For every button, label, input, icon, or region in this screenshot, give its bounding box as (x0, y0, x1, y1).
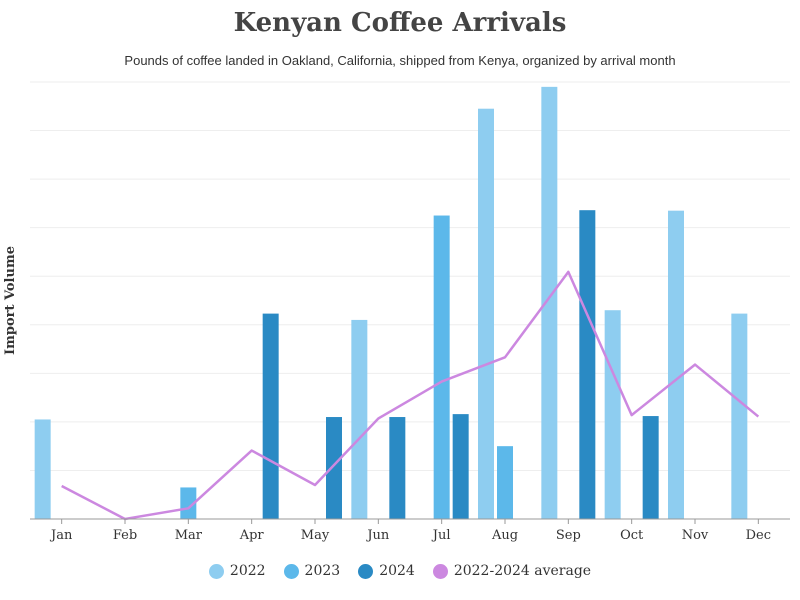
bar-2024-Sep (579, 210, 596, 520)
x-tick-label: Jul (431, 528, 451, 543)
legend-item[interactable]: 2022-2024 average (432, 563, 592, 579)
bar-marks (34, 86, 748, 520)
legend-swatch (283, 563, 299, 579)
bar-2022-Dec (731, 313, 748, 519)
legend-swatch (432, 563, 448, 579)
bar-2022-Nov (668, 210, 684, 519)
legend-label: 2024 (379, 563, 415, 579)
x-tick-label: Feb (113, 528, 137, 543)
bar-2024-Oct (642, 416, 659, 519)
legend-label: 2022-2024 average (453, 563, 592, 579)
bar-2023-Mar (180, 487, 197, 519)
legend-item[interactable]: 2024 (358, 563, 415, 579)
line-marks (61, 270, 760, 521)
gridlines (30, 81, 790, 471)
bar-2022-Sep (541, 86, 558, 519)
x-tick-label: Jun (365, 528, 390, 543)
x-tick-label: Dec (746, 528, 771, 543)
legend-swatch (358, 563, 374, 579)
x-tick-label: Oct (620, 528, 644, 543)
y-axis-label: Import Volume (3, 246, 18, 355)
legend: 2022 2023 2024 2022-2024 average (0, 563, 800, 579)
bar-2022-Oct (604, 310, 621, 519)
bar-2022-Jun (351, 319, 368, 519)
line-2022-2024 average (61, 270, 760, 521)
x-tick-label: May (301, 528, 330, 543)
legend-swatch (208, 563, 224, 579)
bar-2024-Jul (452, 414, 469, 519)
bar-2024-Jun (389, 417, 406, 519)
legend-label: 2023 (304, 563, 341, 579)
chart-subtitle: Pounds of coffee landed in Oakland, Cali… (124, 53, 676, 68)
x-tick-label: Mar (175, 528, 203, 543)
x-tick-label: Sep (556, 528, 581, 543)
x-tick-label: Jan (49, 528, 73, 543)
bar-2024-May (326, 417, 342, 519)
x-tick-label: Aug (491, 528, 518, 543)
legend-item[interactable]: 2023 (283, 563, 341, 579)
legend-label: 2022 (229, 563, 266, 579)
bar-2022-Aug (478, 108, 494, 519)
x-tick-labels: Jan Feb Mar Apr May Jun Jul Aug Sep Oct Nov Dec (49, 519, 771, 543)
chart-plot: Jan Feb Mar Apr May Jun Jul Aug Sep Oct Nov Dec Imp… (3, 81, 790, 543)
bar-2024-Apr (262, 313, 279, 519)
legend-item[interactable]: 2022 (208, 563, 266, 579)
x-tick-label: Nov (682, 528, 709, 543)
bar-2023-Jul (433, 215, 450, 519)
chart-title: Kenyan Coffee Arrivals (233, 8, 567, 38)
bar-2023-Aug (497, 446, 513, 519)
bar-2022-Jan (34, 419, 51, 519)
x-tick-label: Apr (239, 528, 265, 543)
